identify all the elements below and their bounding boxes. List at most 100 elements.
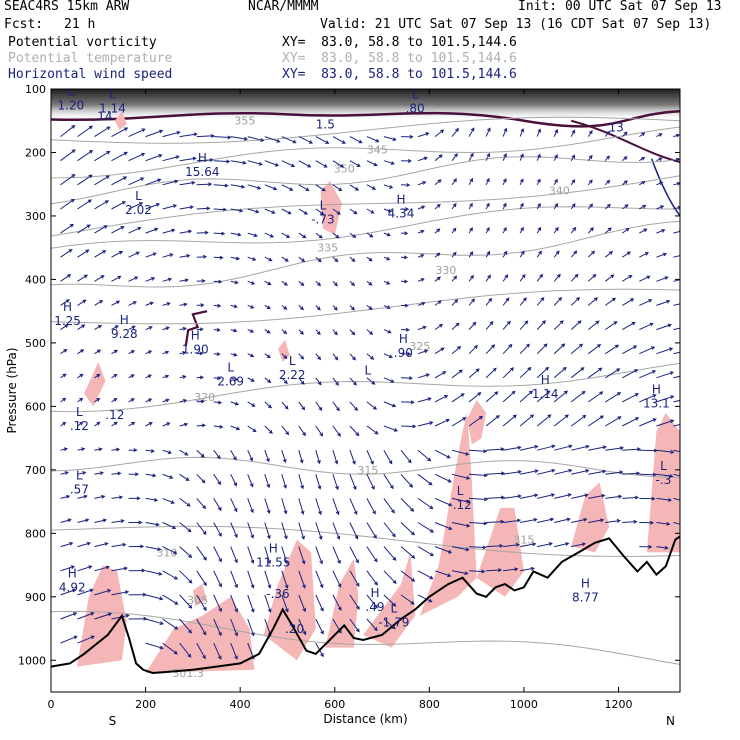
wind-vector [247, 136, 265, 142]
wind-vector [588, 469, 607, 475]
wind-vector [332, 305, 338, 311]
wind-vector [60, 349, 68, 355]
wind-vector [162, 155, 180, 162]
extremum-marker: L [457, 484, 464, 498]
wind-vector [162, 594, 179, 605]
extremum-marker: H [581, 576, 590, 590]
wind-vector [94, 349, 102, 355]
wind-vector [434, 276, 441, 282]
wind-vector [434, 546, 453, 554]
y-tick-label: 700 [25, 464, 46, 477]
wind-vector [570, 343, 584, 355]
wind-vector [264, 546, 272, 565]
wind-vector [400, 473, 413, 488]
wind-vector [332, 570, 342, 588]
wind-vector [673, 133, 680, 138]
wind-vectors [60, 124, 680, 660]
axes: 0 200 400 600 800 1000 1200 100 200 300 400 500 600 7… [5, 83, 680, 728]
wind-vector [570, 179, 576, 186]
wind-vector [519, 366, 532, 379]
wind-vector [639, 496, 656, 501]
wind-vector [264, 425, 273, 434]
wind-vector [451, 251, 457, 258]
wind-vector [247, 232, 258, 238]
theta-label: 305 [187, 594, 208, 607]
wind-vector [77, 588, 94, 596]
jet-contour [650, 158, 680, 217]
wind-vector [128, 520, 143, 525]
wind-vector [298, 498, 305, 515]
wind-vector [451, 473, 471, 480]
wind-vector [366, 618, 378, 632]
wind-vector [111, 349, 118, 355]
wind-vector [247, 256, 257, 261]
extremum-value: .49 [365, 600, 384, 614]
wind-vector [587, 154, 593, 161]
wind-vector [298, 232, 307, 239]
wind-vector [247, 208, 260, 214]
north-endpoint-label: N [666, 714, 675, 728]
wind-vector [77, 447, 86, 452]
wind-vector [622, 495, 640, 500]
wind-vector [417, 449, 432, 462]
y-tick-label: 400 [25, 273, 46, 286]
wind-vector [196, 473, 206, 484]
wind-vector [60, 635, 78, 644]
wind-vector [502, 274, 509, 282]
wind-vector [349, 522, 359, 540]
wind-vector [298, 184, 310, 192]
wind-vector [536, 297, 545, 306]
theta-contour [51, 362, 680, 413]
wind-vector [349, 329, 356, 336]
wind-vector [553, 320, 564, 330]
wind-vector [468, 177, 474, 186]
wind-vector [247, 474, 254, 488]
extremum-value: .57 [70, 482, 89, 496]
wind-vector [145, 203, 161, 210]
wind-vector [179, 253, 191, 258]
tropopause-fold-contour [570, 119, 680, 163]
wind-vector [60, 173, 76, 186]
wind-vector [622, 471, 641, 476]
theta-label: 350 [334, 162, 355, 175]
wind-vector [349, 425, 360, 437]
wind-vector [519, 226, 524, 234]
wind-vector [605, 446, 625, 451]
wind-vector [281, 256, 289, 262]
wind-vector [570, 320, 582, 330]
wind-vector [451, 393, 465, 403]
wind-vector [519, 128, 525, 137]
wind-vector [60, 565, 75, 572]
extremum-marker: H [399, 332, 408, 346]
wind-vector [111, 519, 125, 524]
wind-vector [469, 497, 489, 502]
extremum-value: -.3 [656, 473, 672, 487]
wind-vector [298, 546, 306, 565]
theta-label: 335 [317, 242, 338, 255]
field-name-wind: Horizontal wind speed [8, 67, 173, 82]
extremum-value: 15.64 [185, 165, 219, 179]
wind-vector [553, 178, 558, 186]
wind-vector [230, 377, 239, 381]
wind-vector [639, 228, 648, 234]
wind-vector [213, 327, 221, 332]
wind-vector [570, 154, 576, 161]
forecast-hour: 21 h [64, 17, 96, 32]
wind-vector [162, 302, 171, 306]
pv-contour-midlevel [184, 310, 208, 347]
wind-vector [264, 232, 275, 238]
wind-vector [570, 203, 576, 210]
wind-vector [196, 498, 207, 510]
wind-vector [417, 349, 429, 355]
wind-vector [128, 202, 144, 210]
wind-vector [230, 136, 249, 141]
wind-vector [128, 568, 146, 573]
wind-vector [213, 546, 222, 563]
wind-vector [332, 353, 339, 361]
wind-vector [553, 226, 559, 234]
wind-vector [570, 390, 586, 403]
wind-vector [145, 594, 164, 601]
pv-shaded-region [476, 507, 524, 597]
wind-vector [60, 149, 76, 162]
